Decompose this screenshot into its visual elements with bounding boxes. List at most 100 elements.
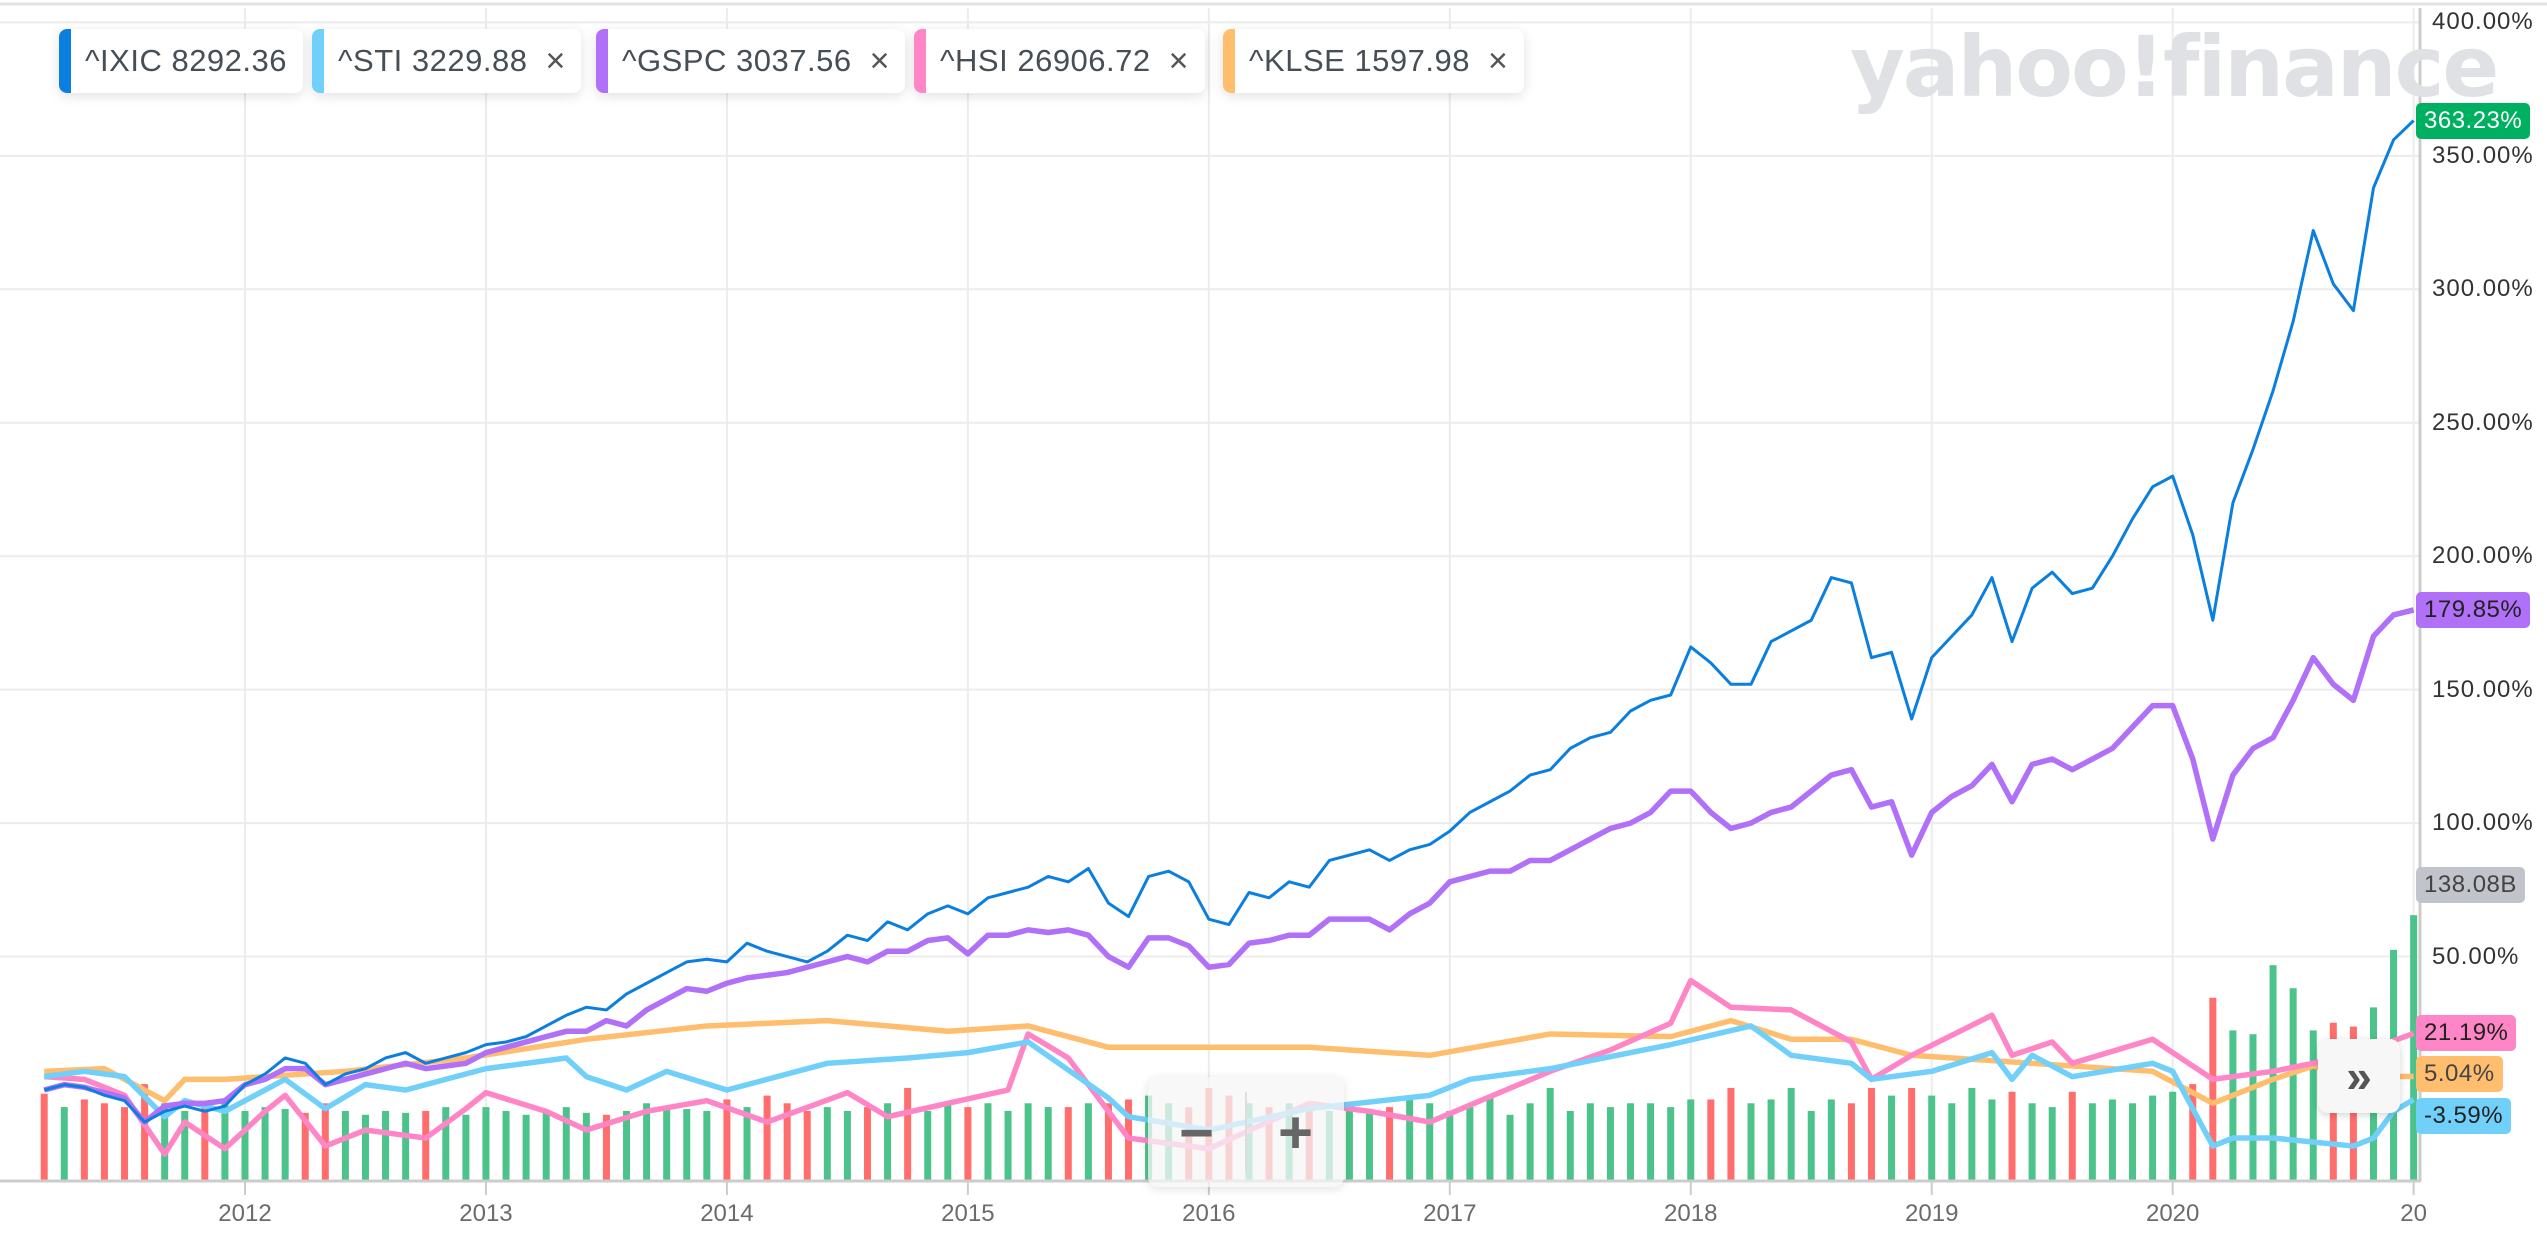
volume-bar — [1827, 1099, 1835, 1180]
volume-bar — [542, 1110, 550, 1180]
last-value-badge-ixic: 363.23% — [2416, 102, 2531, 139]
x-tick-label: 2019 — [1905, 1200, 1959, 1227]
volume-bar — [261, 1107, 269, 1180]
volume-bar — [944, 1103, 952, 1180]
yahoo-finance-watermark: yahoo!finance — [1850, 18, 2499, 116]
volume-bar — [2309, 1030, 2317, 1180]
volume-bar — [301, 1112, 309, 1180]
x-tick-label: 2016 — [1182, 1200, 1236, 1227]
volume-bar — [623, 1110, 631, 1180]
volume-bar — [141, 1084, 149, 1180]
legend-chip-hsi[interactable]: ^HSI 26906.72 × — [914, 29, 1205, 93]
volume-bar — [1024, 1103, 1032, 1180]
volume-bar — [201, 1107, 209, 1180]
volume-bar — [582, 1112, 590, 1180]
volume-bar — [2008, 1091, 2016, 1180]
volume-bar — [1426, 1103, 1434, 1180]
volume-bar — [121, 1107, 129, 1180]
legend-chip-klse[interactable]: ^KLSE 1597.98 × — [1223, 29, 1524, 93]
y-tick-label: 100.00% — [2432, 809, 2534, 837]
y-tick-label: 400.00% — [2432, 8, 2534, 36]
close-icon[interactable]: × — [1488, 41, 1508, 80]
legend-color-swatch — [1223, 29, 1235, 93]
volume-bar — [723, 1099, 731, 1180]
close-icon[interactable]: × — [1168, 41, 1189, 80]
volume-bar — [1526, 1103, 1534, 1180]
volume-bar — [1084, 1103, 1092, 1180]
legend-label: ^IXIC 8292.36 — [85, 43, 288, 78]
volume-bar — [843, 1110, 851, 1180]
volume-bar — [2108, 1099, 2116, 1180]
volume-bar — [40, 1093, 48, 1180]
volume-bar — [462, 1114, 470, 1180]
volume-bar — [924, 1110, 932, 1180]
volume-bar — [1727, 1087, 1735, 1180]
close-icon[interactable]: × — [869, 41, 890, 80]
volume-bar — [562, 1107, 570, 1180]
volume-bar — [161, 1103, 169, 1180]
volume-bar — [1627, 1103, 1635, 1180]
volume-bar — [1847, 1103, 1855, 1180]
volume-bar — [2229, 1030, 2237, 1180]
volume-bar — [1044, 1107, 1052, 1180]
series-lines — [43, 119, 2416, 1157]
close-icon[interactable]: × — [545, 41, 566, 80]
x-tick-label: 2014 — [700, 1200, 754, 1227]
volume-bar — [1787, 1087, 1795, 1180]
volume-bar — [382, 1110, 390, 1180]
zoom-controls: − + — [1148, 1077, 1344, 1187]
legend-chip-gspc[interactable]: ^GSPC 3037.56 × — [596, 29, 906, 93]
legend-color-swatch — [312, 29, 324, 93]
y-tick-label: 150.00% — [2432, 675, 2534, 703]
volume-bar — [80, 1099, 88, 1180]
volume-bar — [1687, 1099, 1695, 1180]
volume-bar — [984, 1103, 992, 1180]
volume-bar — [2028, 1103, 2036, 1180]
zoom-out-button[interactable]: − — [1178, 1098, 1215, 1166]
volume-bar — [1566, 1110, 1574, 1180]
volume-bar — [2189, 1084, 2197, 1180]
volume-bar — [361, 1114, 369, 1180]
volume-bar — [884, 1103, 892, 1180]
legend-label: ^HSI 26906.72 — [940, 43, 1151, 78]
volume-bar — [442, 1107, 450, 1180]
volume-bar — [2209, 997, 2217, 1180]
legend-label: ^KLSE 1597.98 — [1249, 43, 1470, 78]
volume-bar — [422, 1110, 430, 1180]
legend-chip-sti[interactable]: ^STI 3229.88 × — [312, 29, 582, 93]
legend-label: ^STI 3229.88 — [338, 43, 528, 78]
volume-bar — [1004, 1110, 1012, 1180]
last-value-badge-sti: -3.59% — [2416, 1098, 2512, 1134]
legend-chip-ixic[interactable]: ^IXIC 8292.36 — [59, 29, 304, 93]
volume-bar — [1386, 1107, 1394, 1180]
volume-bar — [964, 1107, 972, 1180]
volume-bar — [100, 1103, 108, 1180]
series-line-hsi — [44, 977, 2415, 1157]
y-tick-label: 350.00% — [2432, 141, 2534, 169]
series-line-klse — [44, 1017, 2414, 1107]
volume-bar — [1506, 1114, 1514, 1180]
volume-bar — [1928, 1095, 1936, 1180]
last-value-badge-volume: 138.08B — [2416, 867, 2525, 903]
volume-bar — [1345, 1107, 1353, 1180]
volume-bar — [181, 1110, 189, 1180]
volume-bar — [1707, 1099, 1715, 1180]
scroll-to-latest-button[interactable]: » — [2318, 1039, 2400, 1113]
volume-bar — [1486, 1095, 1494, 1180]
volume-bar — [663, 1107, 671, 1180]
volume-bar — [2169, 1091, 2177, 1180]
x-tick-label: 2013 — [459, 1200, 513, 1227]
volume-bar — [241, 1110, 249, 1180]
volume-bar — [1647, 1103, 1655, 1180]
legend-color-swatch — [914, 29, 926, 93]
volume-bar — [783, 1103, 791, 1180]
zoom-in-button[interactable]: + — [1277, 1098, 1314, 1166]
volume-bar — [1988, 1099, 1996, 1180]
volume-bar — [763, 1095, 771, 1180]
volume-bar — [221, 1103, 229, 1180]
last-value-badge-gspc: 179.85% — [2416, 591, 2531, 628]
y-tick-label: 300.00% — [2432, 275, 2534, 303]
volume-bar — [60, 1107, 68, 1180]
last-value-badge-klse: 5.04% — [2416, 1056, 2503, 1092]
